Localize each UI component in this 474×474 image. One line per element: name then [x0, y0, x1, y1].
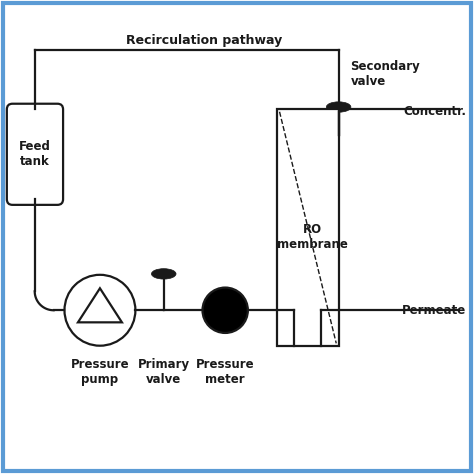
Ellipse shape	[152, 269, 176, 279]
Polygon shape	[78, 288, 122, 322]
Ellipse shape	[326, 102, 351, 112]
Text: Secondary
valve: Secondary valve	[350, 60, 420, 88]
Bar	[277, 109, 338, 346]
Text: Recirculation pathway: Recirculation pathway	[126, 35, 282, 47]
Circle shape	[64, 275, 136, 346]
Text: RO
membrane: RO membrane	[277, 223, 348, 251]
Text: Primary
valve: Primary valve	[137, 357, 190, 385]
Circle shape	[202, 288, 248, 333]
Text: Concentr.: Concentr.	[403, 105, 466, 118]
Text: Feed
tank: Feed tank	[19, 140, 51, 168]
Text: Pressure
pump: Pressure pump	[71, 357, 129, 385]
FancyBboxPatch shape	[7, 104, 63, 205]
Text: Pressure
meter: Pressure meter	[196, 357, 255, 385]
Text: Permeate: Permeate	[402, 304, 466, 317]
